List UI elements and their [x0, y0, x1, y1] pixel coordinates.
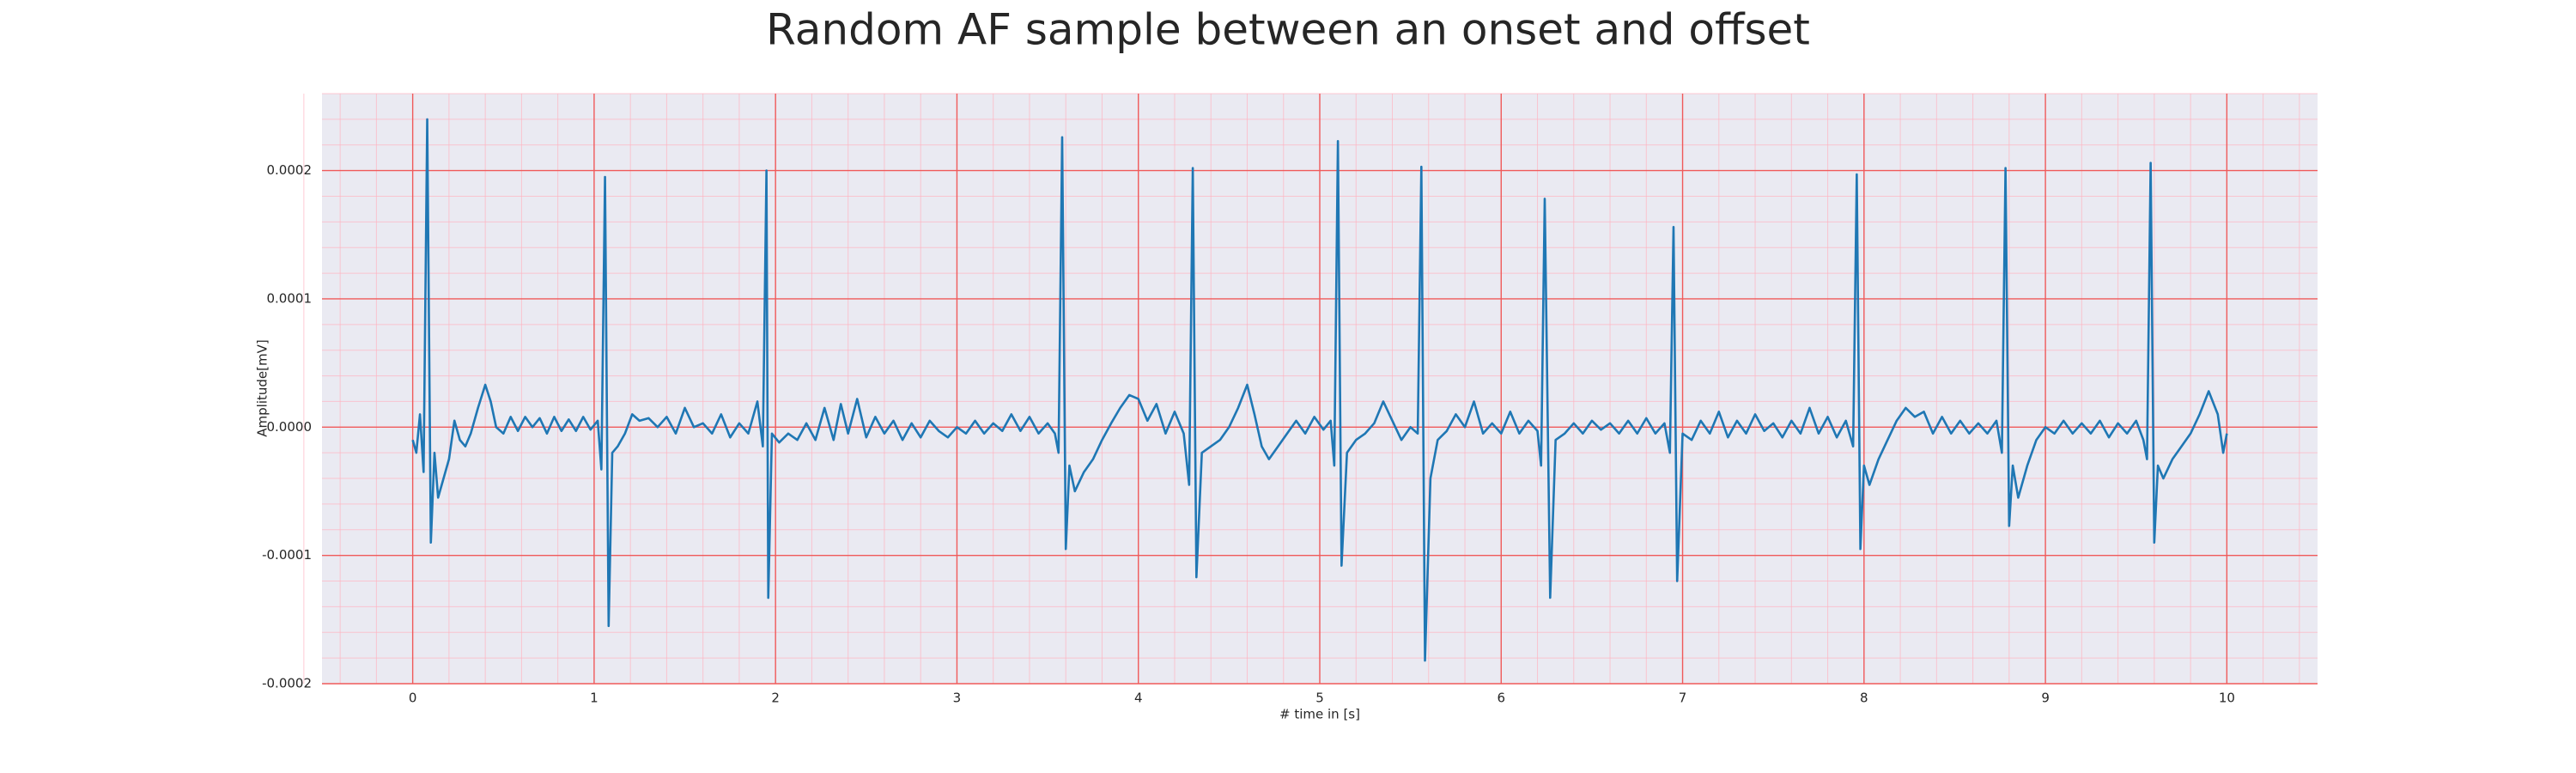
signal-line	[411, 118, 2228, 662]
x-tick-label: 0	[409, 691, 417, 706]
x-tick-label: 6	[1497, 691, 1505, 706]
x-tick-label: 3	[953, 691, 962, 706]
y-tick-label: -0.0001	[262, 547, 312, 563]
x-tick-label: 1	[590, 691, 598, 706]
y-tick-label: -0.0002	[262, 676, 312, 691]
x-axis-label: # time in [s]	[1279, 707, 1360, 722]
x-tick-label: 10	[2219, 691, 2235, 706]
x-tick-label: 5	[1315, 691, 1324, 706]
y-tick-label: 0.0001	[267, 290, 313, 306]
y-tick-label: 0.0000	[267, 419, 313, 435]
y-axis-label: Amplitude[mV]	[255, 339, 270, 436]
chart-title: Random AF sample between an onset and of…	[766, 5, 1810, 55]
y-tick-label: 0.0002	[267, 162, 313, 178]
x-tick-label: 4	[1134, 691, 1143, 706]
x-tick-label: 9	[2041, 691, 2050, 706]
x-tick-label: 8	[1860, 691, 1868, 706]
x-tick-label: 7	[1679, 691, 1687, 706]
x-tick-label: 2	[771, 691, 780, 706]
